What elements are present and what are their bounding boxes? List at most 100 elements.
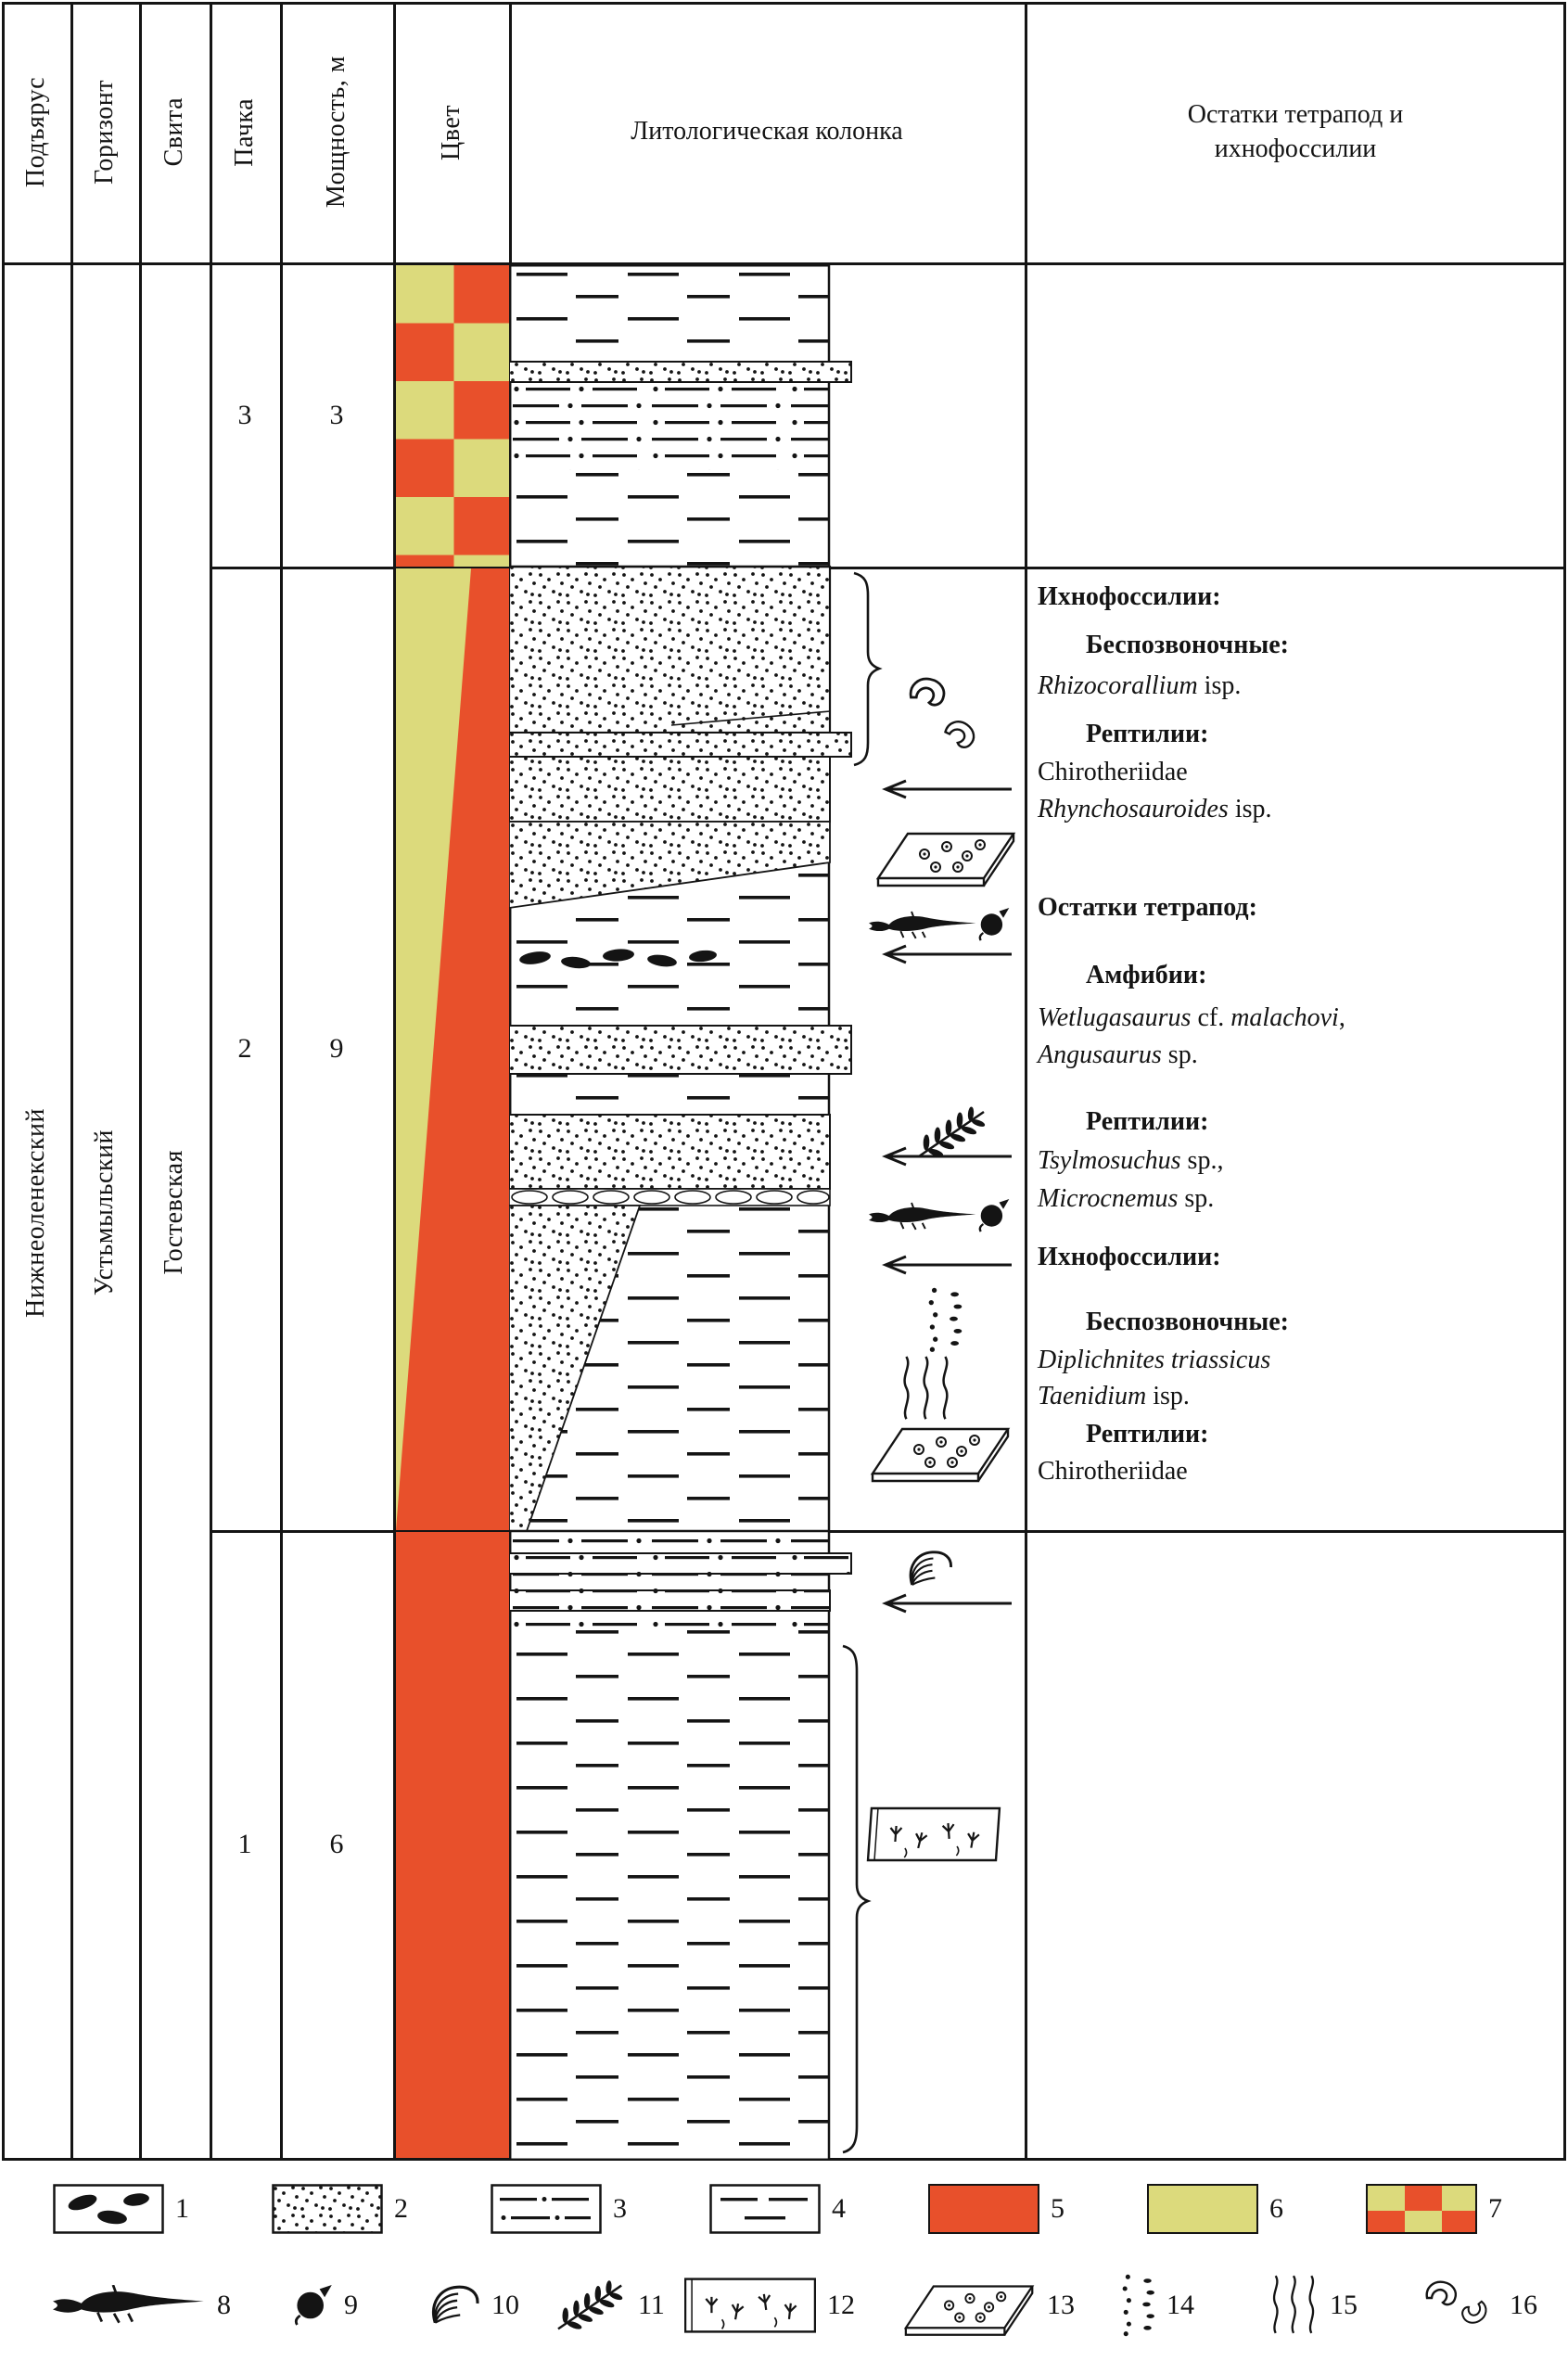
grid-line: [1025, 2, 1027, 2161]
legend-item-burrowed-slab: 13: [904, 2266, 1075, 2344]
header-lithology: Литологическая колонка: [631, 117, 903, 147]
reptiles-heading: Рептилии:: [1086, 1420, 1209, 1449]
invertebrates-heading: Беспозвоночные:: [1086, 631, 1289, 659]
brace-clay-interval: [842, 1644, 872, 2154]
footprint-slab-icon: [868, 1808, 1000, 1860]
member3-2-boundary: [210, 567, 1564, 569]
taxon-angusaurus: Angusaurus sp.: [1038, 1040, 1198, 1069]
color-member2-split: [396, 568, 509, 1530]
legend-item-variegated-color: 7: [1366, 2170, 1502, 2248]
taxon-diplichnites: Diplichnites triassicus: [1038, 1346, 1271, 1374]
bone-icon: [978, 1197, 1011, 1233]
color-member3-variegated: [396, 265, 509, 567]
legend-num: 13: [1047, 2290, 1075, 2320]
legend-num: 8: [217, 2290, 231, 2320]
legend-item-red-color: 5: [928, 2170, 1064, 2248]
legend-item-bivalves: 10: [428, 2266, 519, 2344]
legend-item-footprint-slab: 12: [684, 2266, 855, 2344]
vertical-burrows-icon: [1272, 2275, 1315, 2335]
header-color: Цвет: [436, 104, 465, 160]
legend-item-clay: 4: [709, 2170, 846, 2248]
level-arrow-icon: [884, 779, 1013, 799]
legend-item-conglomerate: 1: [53, 2170, 189, 2248]
burrowed-slab-icon: [904, 2285, 1034, 2336]
taxon-rhizocorallium: Rhizocorallium isp.: [1038, 671, 1242, 700]
header-member: Пачка: [230, 97, 259, 167]
grid-line: [139, 2, 142, 2161]
variegated-swatch-icon: [1366, 2184, 1477, 2234]
clay-swatch-icon: [709, 2184, 821, 2234]
taxon-wetlugasaurus: Wetlugasaurus cf. malachovi,: [1038, 1003, 1345, 1032]
level-arrow-icon: [884, 1255, 1013, 1275]
legend-num: 2: [394, 2193, 408, 2224]
member-3-number: 3: [237, 400, 252, 430]
legend-item-sandstone: 2: [272, 2170, 408, 2248]
table-top-border: [2, 2, 1566, 5]
member-1-thickness: 6: [329, 1829, 344, 1859]
substage-label: Нижнеоленекский: [21, 1107, 50, 1318]
header-horizon: Горизонт: [90, 80, 119, 185]
legend-item-bones: 9: [294, 2266, 358, 2344]
member-2-thickness: 9: [329, 1032, 344, 1064]
rhizocorallium-icon: [909, 677, 946, 707]
level-arrow-icon: [884, 944, 1013, 964]
legend-num: 16: [1510, 2290, 1537, 2320]
tetrapod-title: Остатки тетрапод:: [1038, 893, 1257, 922]
plant-icon: [917, 1105, 987, 1159]
legend-item-trackway: 14: [1122, 2266, 1194, 2344]
fossil-column: Ихнофоссилии: Беспозвоночные: Rhizocoral…: [1025, 264, 1566, 2161]
brace-sandstone-interval: [853, 571, 883, 767]
legend-item-green-color: 6: [1147, 2170, 1283, 2248]
horizon-label: Устьмыльский: [90, 1129, 119, 1296]
fish-icon: [868, 911, 977, 939]
bed-sandstone-thin: [509, 361, 852, 383]
header-bottom-border: [2, 262, 1566, 265]
ichno-lower-title: Ихнофоссилии:: [1038, 1243, 1221, 1271]
legend-num: 1: [175, 2193, 189, 2224]
ichno-upper-title: Ихнофоссилии:: [1038, 582, 1221, 611]
invertebrates-heading: Беспозвоночные:: [1086, 1308, 1289, 1336]
bed-sandstone-upper: [509, 565, 832, 734]
color-member1-red: [396, 1532, 509, 2158]
header-substage: Подъярус: [21, 76, 50, 188]
taxon-tsylmosuchus: Tsylmosuchus sp.,: [1038, 1146, 1224, 1175]
burrowed-slab-icon: [876, 832, 1015, 887]
legend-item-plants: 11: [556, 2266, 665, 2344]
taxon-chirotheriidae: Chirotheriidae: [1038, 758, 1188, 786]
legend-num: 9: [344, 2290, 358, 2320]
taxon-taenidium: Taenidium isp.: [1038, 1382, 1190, 1410]
trackway-icon: [1122, 2274, 1154, 2337]
member-2-number: 2: [237, 1032, 252, 1064]
header-thickness: Мощность, м: [322, 56, 351, 209]
legend-num: 12: [827, 2290, 855, 2320]
legend-num: 6: [1269, 2193, 1283, 2224]
taxon-microcnemus: Microcnemus sp.: [1038, 1184, 1215, 1213]
legend-item-rhizocorallium: 16: [1424, 2266, 1537, 2344]
amphibians-heading: Амфибии:: [1086, 961, 1207, 989]
formation-label: Гостевская: [159, 1150, 188, 1275]
grid-line: [393, 2, 396, 2161]
legend-num: 4: [832, 2193, 846, 2224]
table-right-border: [1563, 2, 1566, 2161]
mud-clast-lens: [519, 949, 717, 969]
legend-item-siltstone: 3: [491, 2170, 627, 2248]
level-arrow-icon: [884, 1146, 1013, 1167]
grid-line: [280, 2, 283, 2161]
rhizocorallium-icon: [941, 716, 979, 752]
legend-num: 15: [1330, 2290, 1358, 2320]
header-fossils: Остатки тетрапод и ихнофоссилии: [1187, 100, 1404, 163]
legend-num: 7: [1488, 2193, 1502, 2224]
shell-lag-row: [509, 1188, 831, 1206]
legend-num: 3: [613, 2193, 627, 2224]
table-left-border: [2, 2, 5, 2161]
legend-item-fish: 8: [53, 2266, 231, 2344]
vertical-burrows-icon: [903, 1355, 949, 1421]
taxon-rhynchosauroides: Rhynchosauroides isp.: [1038, 795, 1272, 823]
legend-num: 11: [638, 2290, 665, 2320]
bivalve-icon: [909, 1551, 952, 1587]
member-1-number: 1: [237, 1829, 252, 1859]
sandstone-swatch-icon: [272, 2184, 383, 2234]
plant-icon: [556, 2279, 624, 2331]
green-swatch-icon: [1147, 2184, 1258, 2234]
